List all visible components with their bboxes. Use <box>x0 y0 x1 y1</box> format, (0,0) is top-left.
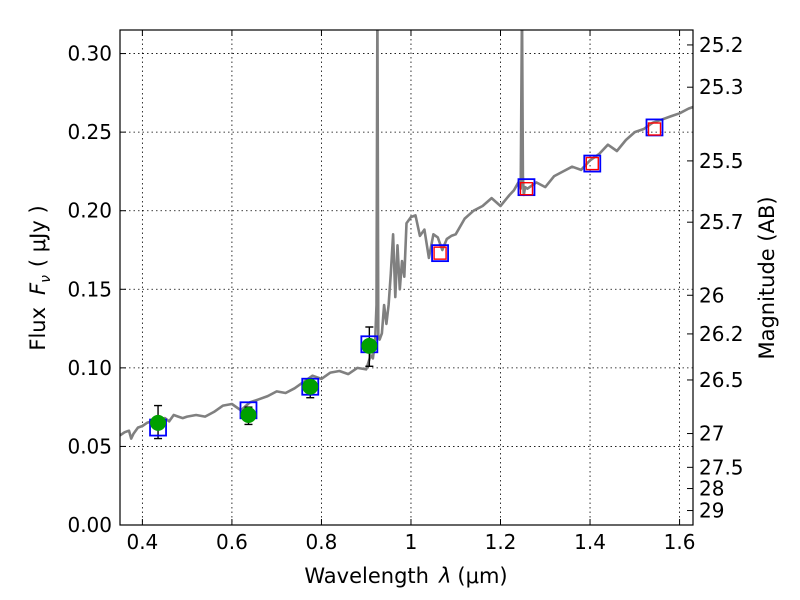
magnitude-tick-label: 26 <box>699 283 724 307</box>
right-axis-label: Magnitude (AB) <box>755 196 779 359</box>
magnitude-tick-label: 25.2 <box>699 33 744 57</box>
observed-point <box>240 407 257 423</box>
magnitude-tick-label: 27.5 <box>699 455 744 479</box>
y-tick-label: 0.20 <box>67 199 112 223</box>
x-axis-label: Wavelength λ (μm) <box>304 564 507 588</box>
magnitude-tick-label: 28 <box>699 477 724 501</box>
spectrum-line <box>120 30 693 440</box>
y-tick-label: 0.30 <box>67 42 112 66</box>
x-tick-label: 0.4 <box>126 530 158 554</box>
x-tick-label: 1.2 <box>485 530 517 554</box>
x-tick-label: 1 <box>405 530 418 554</box>
x-tick-label: 1.6 <box>664 530 696 554</box>
y-tick-label: 0.00 <box>67 513 112 537</box>
predicted-point-square <box>647 122 662 136</box>
grid <box>120 30 693 525</box>
y-tick-label: 0.05 <box>67 434 112 458</box>
magnitude-tick-label: 26.5 <box>699 368 744 392</box>
magnitude-tick-label: 25.7 <box>699 210 744 234</box>
predicted-point-square <box>433 246 447 260</box>
magnitude-tick-label: 25.3 <box>699 75 744 99</box>
x-tick-label: 0.8 <box>306 530 338 554</box>
predicted-point-square <box>585 156 599 171</box>
magnitude-tick-label: 27 <box>699 422 724 446</box>
x-tick-label: 0.6 <box>216 530 248 554</box>
observed-point <box>302 378 319 395</box>
observed-point <box>361 337 378 354</box>
observed-point <box>150 414 167 431</box>
plot-frame <box>119 29 694 526</box>
y-tick-label: 0.10 <box>67 356 112 380</box>
magnitude-tick-label: 26.2 <box>699 322 744 346</box>
magnitude-tick-label: 29 <box>699 499 724 523</box>
model-point-square <box>431 244 449 263</box>
axes-ticks: 0.4 0.6 0.8 1 1.2 1.4 1.6 0.00 0.05 0.10 0.15 0.20 0… <box>67 30 744 554</box>
y-tick-label: 0.15 <box>67 277 112 301</box>
predicted-point-square <box>519 182 534 196</box>
plot-area <box>120 30 693 440</box>
model-point-square <box>583 154 602 173</box>
y-tick-label: 0.25 <box>67 120 112 144</box>
y-axis-label: FluxFν( μJy ) <box>26 205 54 350</box>
x-tick-label: 1.4 <box>574 530 606 554</box>
magnitude-tick-label: 25.5 <box>699 149 744 173</box>
